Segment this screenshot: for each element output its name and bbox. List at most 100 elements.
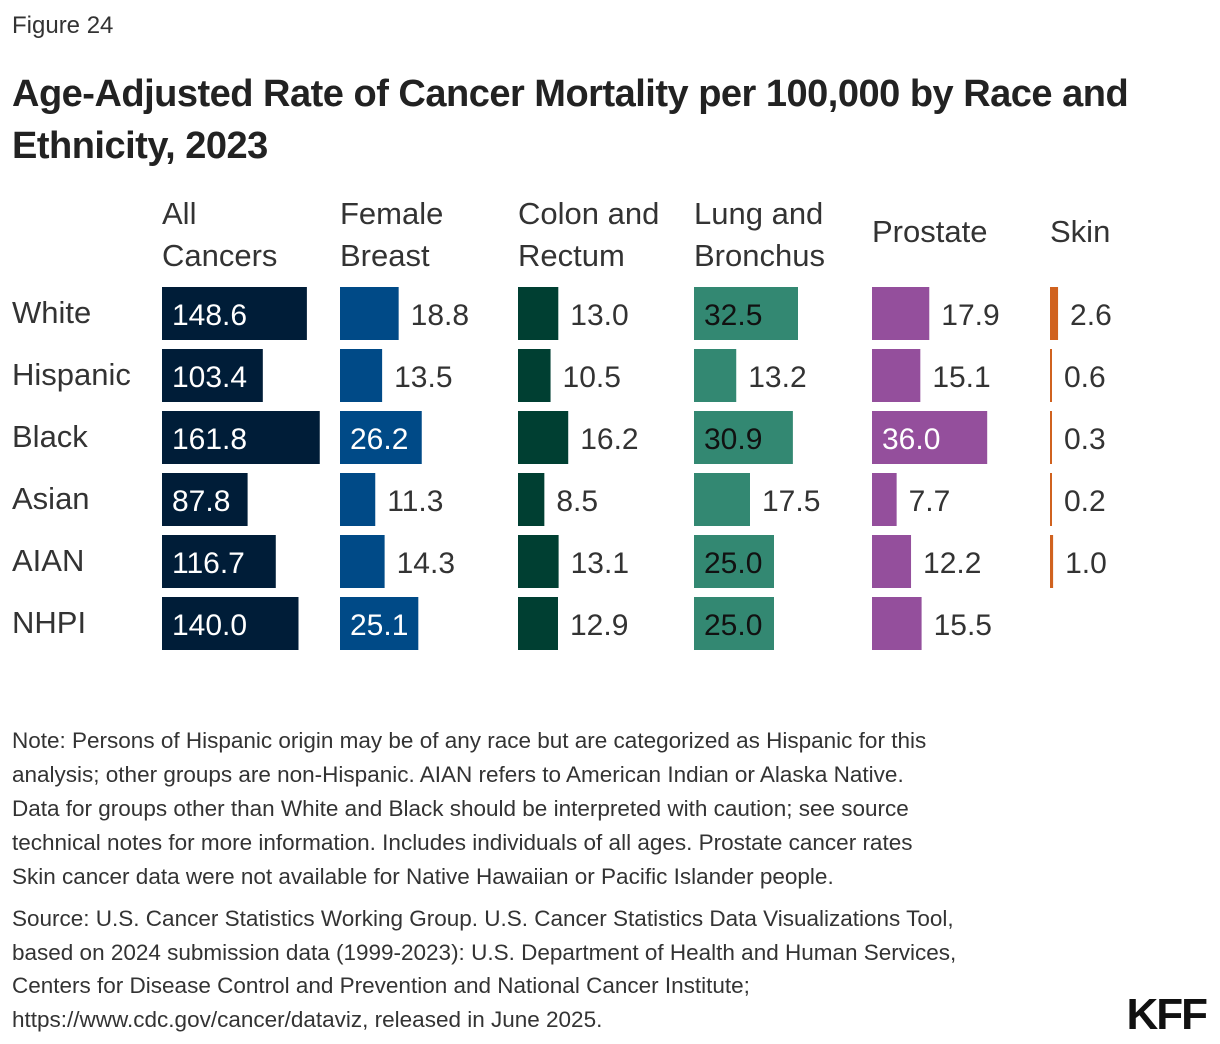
chart-title: Age-Adjusted Rate of Cancer Mortality pe… (12, 73, 1129, 167)
data-label: 12.9 (570, 609, 628, 642)
data-label: 148.6 (172, 299, 247, 332)
bar (1050, 473, 1052, 526)
data-label: 30.9 (704, 423, 762, 456)
source-line: based on 2024 submission data (1999-2023… (12, 939, 957, 965)
note-line: Skin cancer data were not available for … (12, 864, 834, 889)
bar (694, 349, 737, 402)
figure-label: Figure 24 (12, 12, 114, 39)
bar (518, 473, 545, 526)
series-header: Skin (1050, 214, 1110, 249)
data-label: 26.2 (350, 423, 408, 456)
bar (1050, 411, 1052, 464)
data-label: 116.7 (172, 547, 245, 580)
series-header: Cancers (162, 238, 277, 273)
bar (1050, 349, 1052, 402)
data-label: 2.6 (1070, 299, 1112, 332)
data-label: 16.2 (580, 423, 638, 456)
note-line: Data for groups other than White and Bla… (12, 796, 909, 821)
note: Note: Persons of Hispanic origin may be … (12, 724, 926, 894)
data-label: 15.1 (932, 361, 990, 394)
bar (162, 349, 263, 402)
bar (340, 473, 376, 526)
data-label: 17.9 (941, 299, 999, 332)
data-label: 161.8 (172, 423, 247, 456)
bar (340, 535, 385, 588)
bar-chart: White Hispanic Black Asian AIAN NHPI All Cancer… (12, 196, 1112, 650)
bar (694, 411, 793, 464)
note-line: Note: Persons of Hispanic origin may be … (12, 728, 927, 753)
series-header: Breast (340, 238, 430, 273)
bar (162, 535, 276, 588)
data-label: 14.3 (397, 547, 455, 580)
data-label: 103.4 (172, 361, 247, 394)
bar (162, 473, 248, 526)
series-header: All (162, 196, 196, 231)
series-header: Bronchus (694, 238, 825, 273)
data-label: 0.3 (1064, 423, 1106, 456)
series-header: Colon and (518, 196, 659, 231)
data-label: 17.5 (762, 485, 820, 518)
source: Source: U.S. Cancer Statistics Working G… (12, 902, 956, 1036)
data-label: 18.8 (411, 299, 469, 332)
bar (340, 287, 399, 340)
source-line: https://www.cdc.gov/cancer/dataviz, rele… (12, 1006, 603, 1032)
data-label: 11.3 (387, 485, 443, 518)
category-label: Asian (12, 481, 90, 516)
bar (518, 411, 569, 464)
data-label: 10.5 (563, 361, 621, 394)
bar (340, 411, 422, 464)
bar (694, 535, 774, 588)
bar (872, 535, 912, 588)
bar (872, 473, 897, 526)
bar (518, 597, 558, 650)
note-line: technical notes for more information. In… (12, 830, 913, 855)
data-label: 12.2 (923, 547, 981, 580)
bar (694, 473, 750, 526)
bar (872, 349, 921, 402)
bar (340, 349, 383, 402)
bar (162, 287, 307, 340)
bar (872, 411, 988, 464)
kff-logo: KFF (1126, 990, 1208, 1039)
data-label: 15.5 (934, 609, 992, 642)
bar (162, 411, 320, 464)
bar (872, 597, 922, 650)
data-label: 13.2 (748, 361, 806, 394)
data-label: 140.0 (172, 609, 247, 642)
category-label: NHPI (12, 605, 86, 640)
data-label: 0.6 (1064, 361, 1106, 394)
bar (518, 535, 559, 588)
data-label: 7.7 (909, 485, 951, 518)
note-line: analysis; other groups are non-Hispanic.… (12, 762, 904, 787)
data-label: 25.0 (704, 609, 762, 642)
bar (340, 597, 419, 650)
category-label: AIAN (12, 543, 84, 578)
bar (1050, 535, 1054, 588)
data-label: 1.0 (1065, 547, 1107, 580)
bar (518, 287, 559, 340)
data-label: 0.2 (1064, 485, 1106, 518)
category-label: Black (12, 419, 88, 454)
bar (162, 597, 299, 650)
bar (872, 287, 930, 340)
data-label: 25.0 (704, 547, 762, 580)
bar (518, 349, 551, 402)
category-label: Hispanic (12, 357, 131, 392)
data-label: 8.5 (556, 485, 598, 518)
data-label: 13.0 (570, 299, 628, 332)
data-label: 32.5 (704, 299, 762, 332)
bar (694, 597, 774, 650)
data-label: 36.0 (882, 423, 940, 456)
source-line: Source: U.S. Cancer Statistics Working G… (12, 906, 954, 931)
data-label: 25.1 (350, 609, 408, 642)
bar (694, 287, 798, 340)
series-header: Female (340, 196, 443, 231)
source-line: Centers for Disease Control and Preventi… (12, 973, 750, 998)
data-label: 13.5 (394, 361, 452, 394)
series-header: Rectum (518, 238, 625, 273)
series-header: Prostate (872, 214, 987, 249)
bar (1050, 287, 1059, 340)
category-label: White (12, 295, 91, 330)
data-label: 13.1 (571, 547, 629, 580)
series-header: Lung and (694, 196, 823, 231)
